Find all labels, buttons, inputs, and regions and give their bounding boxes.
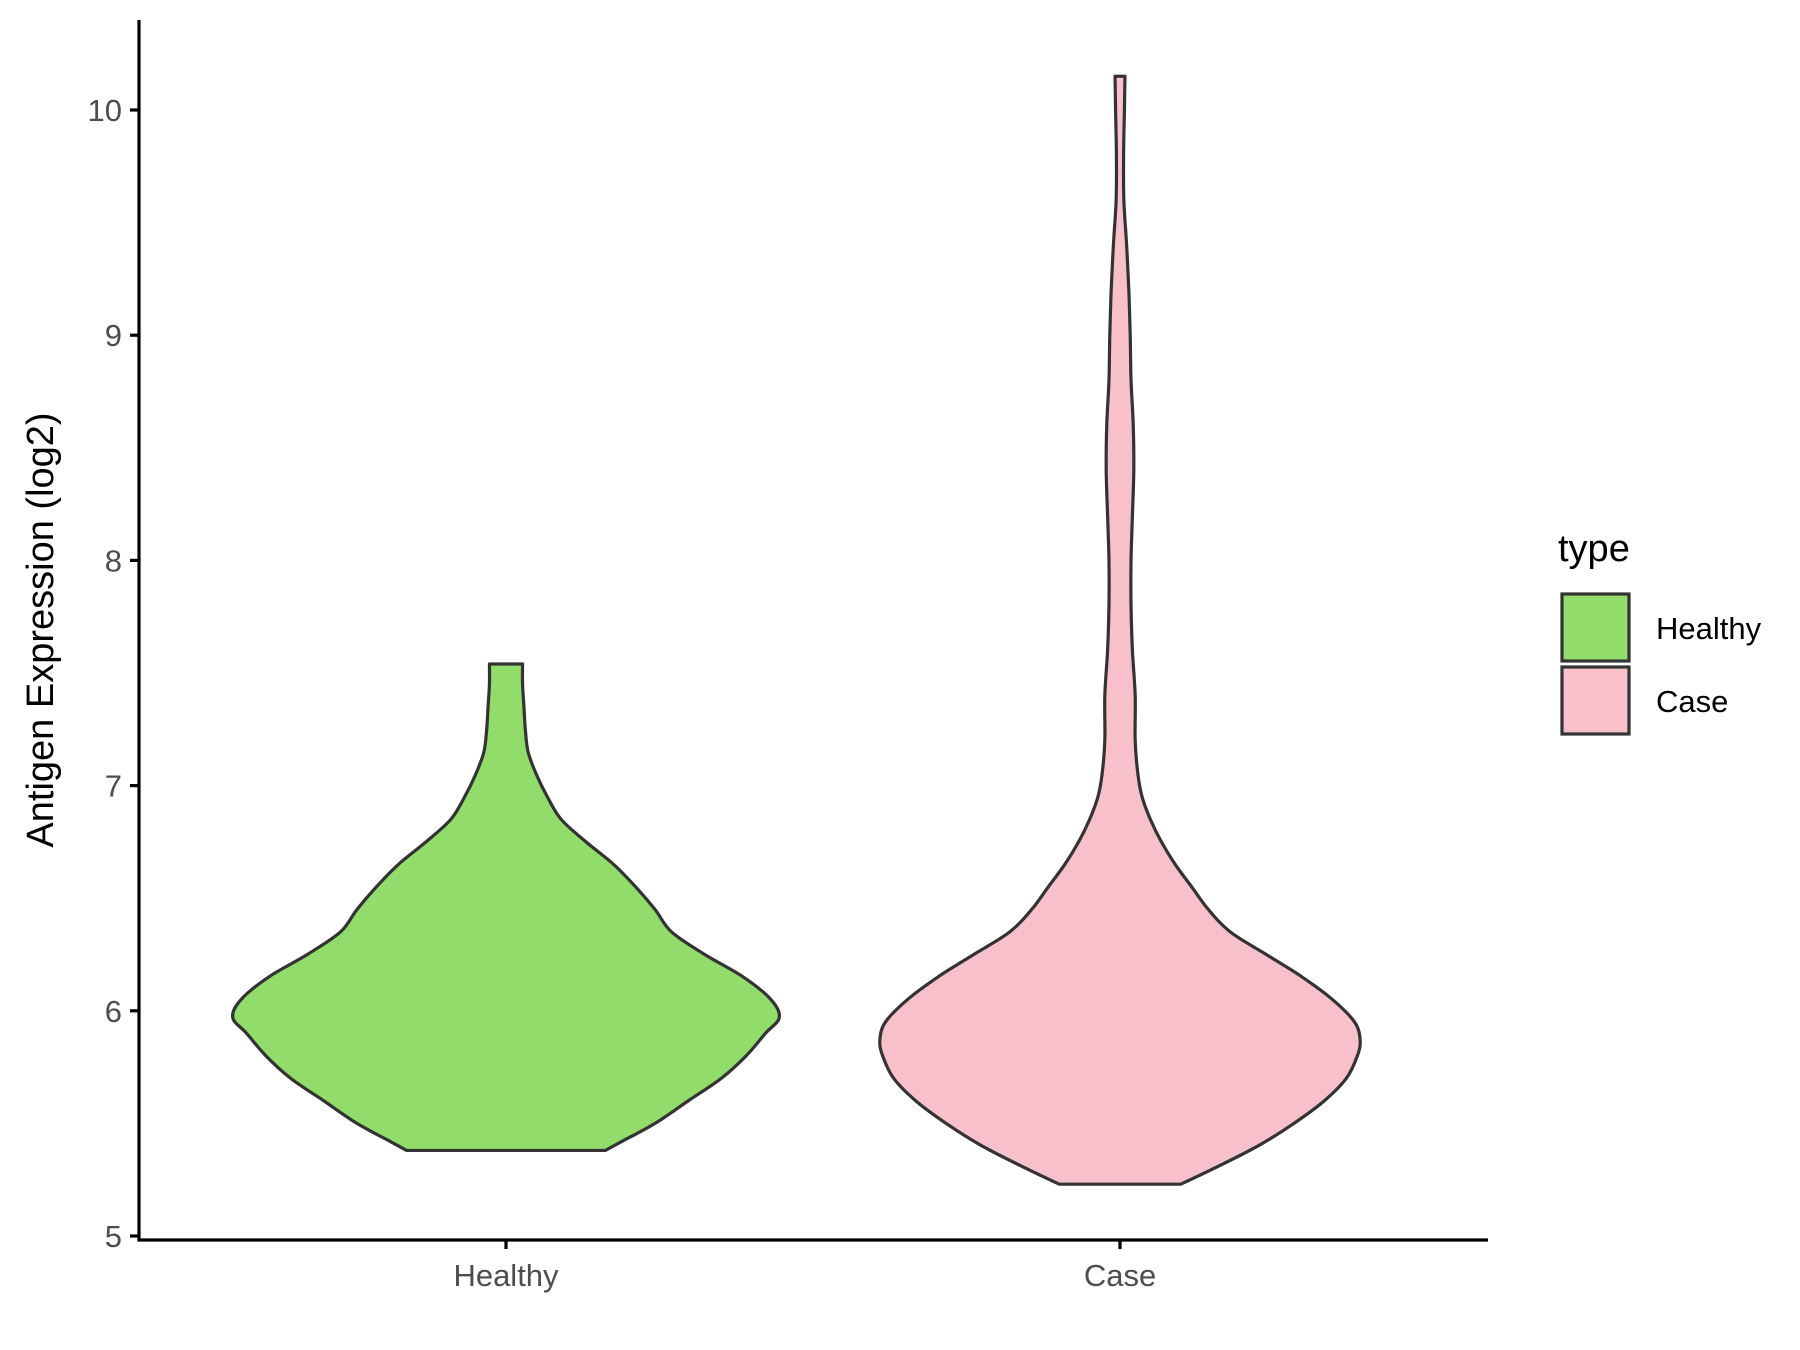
legend-key-case	[1560, 665, 1631, 736]
legend-items: Healthy Case	[1560, 592, 1762, 736]
violin-healthy	[231, 662, 781, 1153]
violin-series-group	[231, 74, 1362, 1186]
y-tick-label: 6	[105, 994, 122, 1029]
plot-area: 5 6 7 8 9 10 Healthy Case Antigen Expression (…	[20, 20, 1488, 1293]
y-tick-label: 8	[105, 543, 122, 578]
legend-title: type	[1558, 528, 1630, 570]
y-axis: 5 6 7 8 9 10	[88, 20, 141, 1254]
legend-label: Healthy	[1656, 611, 1762, 646]
y-tick-label: 10	[88, 93, 122, 128]
y-tick-label: 9	[105, 318, 122, 353]
x-axis: Healthy Case	[137, 1238, 1488, 1293]
legend-key-healthy	[1560, 592, 1631, 663]
legend: type Healthy Case	[1558, 528, 1762, 736]
y-axis-title: Antigen Expression (log2)	[20, 412, 62, 847]
y-tick-label: 5	[105, 1219, 122, 1254]
y-tick-label: 7	[105, 769, 122, 804]
violin-case	[878, 74, 1362, 1186]
legend-label: Case	[1656, 684, 1728, 719]
x-tick-label: Case	[1084, 1258, 1156, 1293]
y-axis-ticks: 5 6 7 8 9 10	[88, 93, 139, 1254]
x-tick-label: Healthy	[453, 1258, 559, 1293]
x-axis-ticks: Healthy Case	[453, 1240, 1156, 1293]
